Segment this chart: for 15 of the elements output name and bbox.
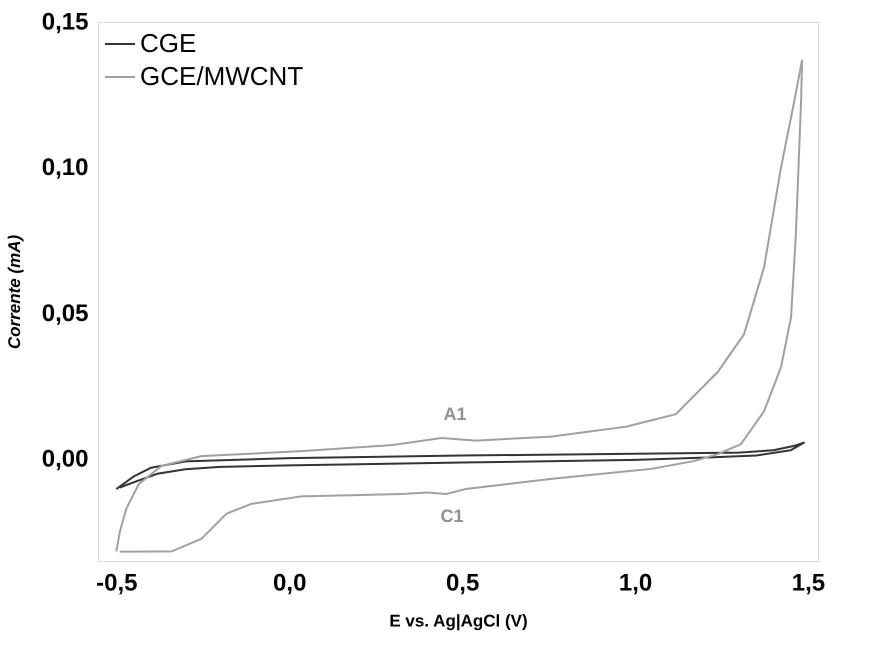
x-tick-label: 1,5 [792, 570, 826, 596]
x-tick-label: 0,0 [273, 570, 306, 596]
legend-label: GCE/MWCNT [140, 61, 304, 91]
y-tick-label: 0,15 [42, 8, 88, 36]
y-tick-label: 0,10 [42, 154, 88, 182]
x-tick-label: 1,0 [618, 570, 652, 596]
annotation: A1 [443, 404, 467, 424]
x-axis-title: E vs. Ag|AgCl (V) [389, 612, 528, 630]
legend-label: CGE [140, 28, 196, 58]
y-tick-label: 0,00 [42, 446, 88, 473]
y-tick-label: 0,05 [42, 300, 88, 327]
x-tick-label: -0,5 [96, 570, 138, 596]
y-axis-title: Corrente (mA) [4, 234, 24, 350]
x-tick-label: 0,5 [446, 570, 480, 596]
annotation: C1 [440, 506, 464, 526]
